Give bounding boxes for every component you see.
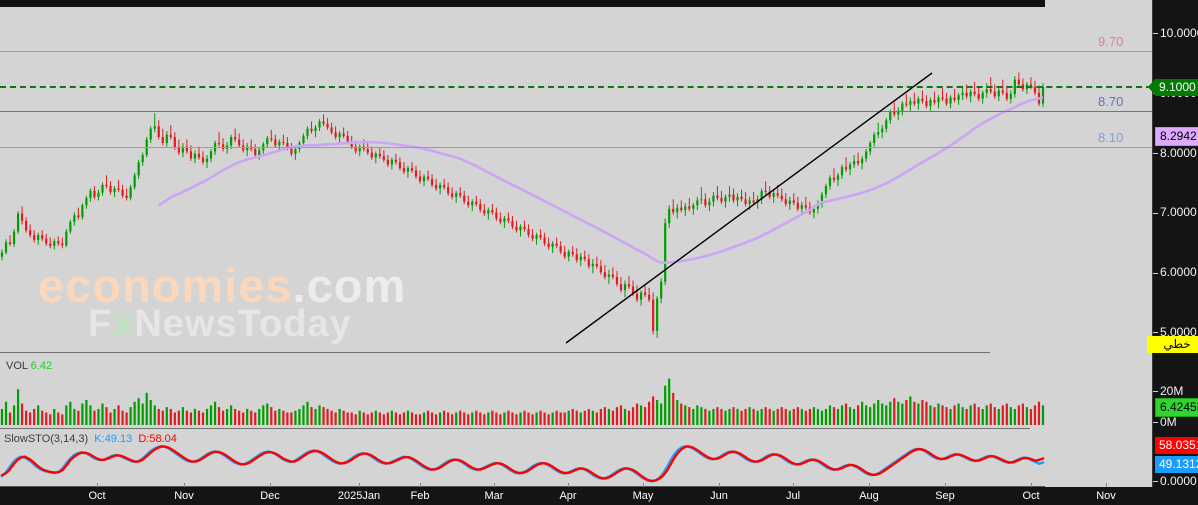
volume-tick: 0M: [1153, 416, 1177, 428]
x-axis-tick: [97, 483, 98, 487]
x-axis-tick: [494, 483, 495, 487]
stoch-k-badge[interactable]: 49.1312: [1155, 456, 1198, 473]
x-axis-tick: [359, 483, 360, 487]
vol-indicator-label[interactable]: VOL 6.42: [6, 361, 52, 372]
top-strip: [0, 0, 1045, 7]
volume-last-badge[interactable]: 6.4245M: [1155, 398, 1198, 417]
stoch-k-label: K:49.13: [94, 433, 133, 445]
stoch-d-label: D:58.04: [138, 433, 177, 445]
support-870[interactable]: [0, 110, 1152, 112]
price-tick: 5.0000: [1153, 326, 1197, 338]
volume-tick: 20M: [1153, 385, 1183, 397]
stoch-label: SlowSTO(3,14,3): [4, 433, 89, 445]
xaxis-topline: [0, 486, 1045, 487]
moving-average-badge[interactable]: 8.2942: [1155, 127, 1198, 146]
x-axis-label[interactable]: Sep: [935, 490, 955, 502]
stoch-tick: 0.0000: [1153, 475, 1197, 487]
x-axis-tick: [945, 483, 946, 487]
stochastic-plot: [0, 444, 1045, 483]
last-price-badge[interactable]: 9.1000: [1148, 78, 1198, 96]
price-scale[interactable]: 10.00009.00008.00007.00006.00005.000020M…: [1147, 0, 1198, 487]
x-axis-label[interactable]: May: [632, 490, 654, 502]
x-axis-label[interactable]: Dec: [260, 490, 280, 502]
x-axis-label[interactable]: Apr: [559, 490, 577, 502]
x-axis-label[interactable]: Mar: [484, 490, 504, 502]
x-axis-label[interactable]: Jun: [710, 490, 728, 502]
x-axis-tick: [719, 483, 720, 487]
resistance-970-label: 9.70: [1098, 33, 1124, 49]
x-axis-label[interactable]: 2025Jan: [337, 490, 381, 502]
target-910[interactable]: [0, 85, 1152, 88]
x-axis-tick: [420, 483, 421, 487]
price-tick: 10.0000: [1153, 27, 1198, 39]
x-axis-label[interactable]: Feb: [410, 490, 430, 502]
support-870-label: 8.70: [1098, 93, 1124, 109]
scale-mode-button[interactable]: خطي: [1147, 336, 1198, 353]
support-810[interactable]: [0, 146, 1152, 148]
x-axis-tick: [568, 483, 569, 487]
x-axis-tick: [184, 483, 185, 487]
price-tick: 7.0000: [1153, 206, 1197, 218]
x-axis-tick: [270, 483, 271, 487]
x-axis-label[interactable]: Nov: [174, 490, 194, 502]
x-axis[interactable]: Oct Nov Dec 2025Jan Feb Mar Apr May Jun Jul Aug Sep…: [0, 483, 1198, 505]
x-axis-tick: [1031, 483, 1032, 487]
x-axis-tick: [793, 483, 794, 487]
x-axis-label[interactable]: Jul: [785, 490, 801, 502]
separator-volume-stoch: [0, 428, 1030, 429]
scale-border: [1152, 0, 1153, 487]
stochastic-pane[interactable]: [0, 436, 1045, 487]
price-tick: 8.0000: [1153, 147, 1197, 159]
x-axis-tick: [1106, 483, 1107, 487]
x-axis-tick: [869, 483, 870, 487]
resistance-970[interactable]: [0, 50, 1152, 52]
volume-plot: [0, 378, 1045, 425]
price-pane[interactable]: [0, 7, 1045, 348]
volume-pane[interactable]: [0, 372, 1045, 428]
x-axis-label[interactable]: Aug: [859, 490, 879, 502]
stoch-d-badge[interactable]: 58.0351: [1155, 437, 1198, 454]
separator-price-volume: [0, 352, 990, 353]
stoch-indicator-label[interactable]: SlowSTO(3,14,3) K:49.13 D:58.04: [4, 434, 177, 445]
price-tick: 6.0000: [1153, 266, 1197, 278]
x-axis-tick: [643, 483, 644, 487]
support-810-label: 8.10: [1098, 129, 1124, 145]
x-axis-label[interactable]: Oct: [88, 490, 106, 502]
vol-label: VOL: [6, 360, 28, 372]
price-plot: [0, 72, 1045, 338]
x-axis-label[interactable]: Nov: [1096, 490, 1116, 502]
x-axis-label[interactable]: Oct: [1022, 490, 1040, 502]
vol-value: 6.42: [30, 360, 53, 372]
